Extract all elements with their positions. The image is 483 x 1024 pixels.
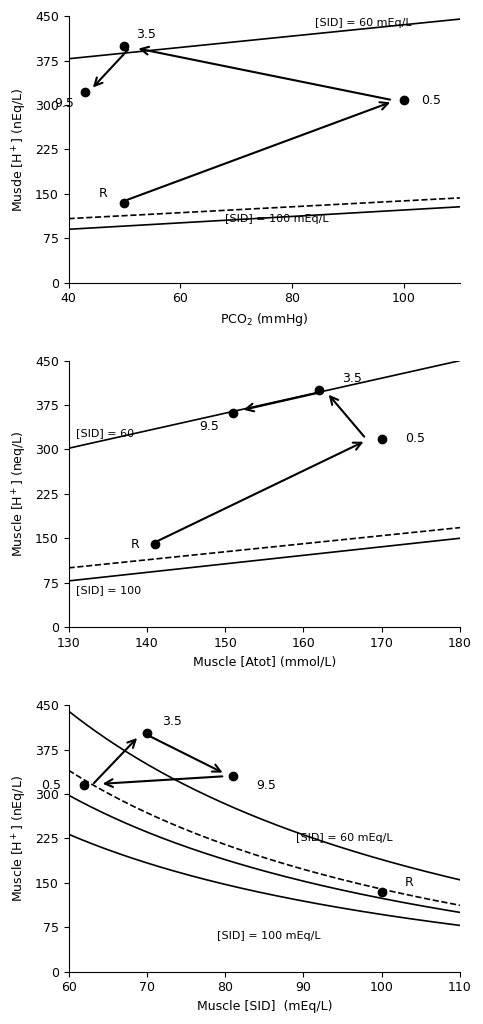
- Y-axis label: Muscle [H$^+$] (nEq/L): Muscle [H$^+$] (nEq/L): [11, 775, 29, 902]
- Text: [SID] = 100: [SID] = 100: [76, 586, 142, 595]
- Text: 0.5: 0.5: [405, 432, 425, 445]
- X-axis label: Muscle [SID]  (mEq/L): Muscle [SID] (mEq/L): [197, 999, 332, 1013]
- Y-axis label: Muscle [H$^+$] (neq/L): Muscle [H$^+$] (neq/L): [11, 430, 29, 557]
- Text: 3.5: 3.5: [342, 373, 362, 385]
- Text: 9.5: 9.5: [199, 420, 219, 433]
- Text: [SID] = 60: [SID] = 60: [76, 428, 135, 438]
- Y-axis label: Musde [H$^+$] (nEq/L): Musde [H$^+$] (nEq/L): [11, 87, 29, 212]
- Text: R: R: [405, 876, 414, 889]
- Text: [SID] = 60 mEq/L: [SID] = 60 mEq/L: [296, 834, 392, 844]
- Text: R: R: [99, 186, 108, 200]
- Text: [SID] = 100 mEq/L: [SID] = 100 mEq/L: [225, 214, 329, 223]
- Text: 0.5: 0.5: [421, 93, 441, 106]
- Text: [SID] = 60 mEq/L: [SID] = 60 mEq/L: [314, 18, 411, 29]
- Text: 0.5: 0.5: [41, 778, 61, 792]
- Text: 9.5: 9.5: [256, 779, 276, 793]
- Text: 3.5: 3.5: [136, 28, 156, 41]
- Text: 3.5: 3.5: [162, 715, 183, 728]
- X-axis label: Muscle [Atot] (mmol/L): Muscle [Atot] (mmol/L): [193, 655, 336, 669]
- X-axis label: PCO$_2$ (mmHg): PCO$_2$ (mmHg): [220, 311, 309, 328]
- Text: R: R: [130, 538, 139, 551]
- Text: 9.5: 9.5: [54, 96, 74, 110]
- Text: [SID] = 100 mEq/L: [SID] = 100 mEq/L: [217, 931, 321, 941]
